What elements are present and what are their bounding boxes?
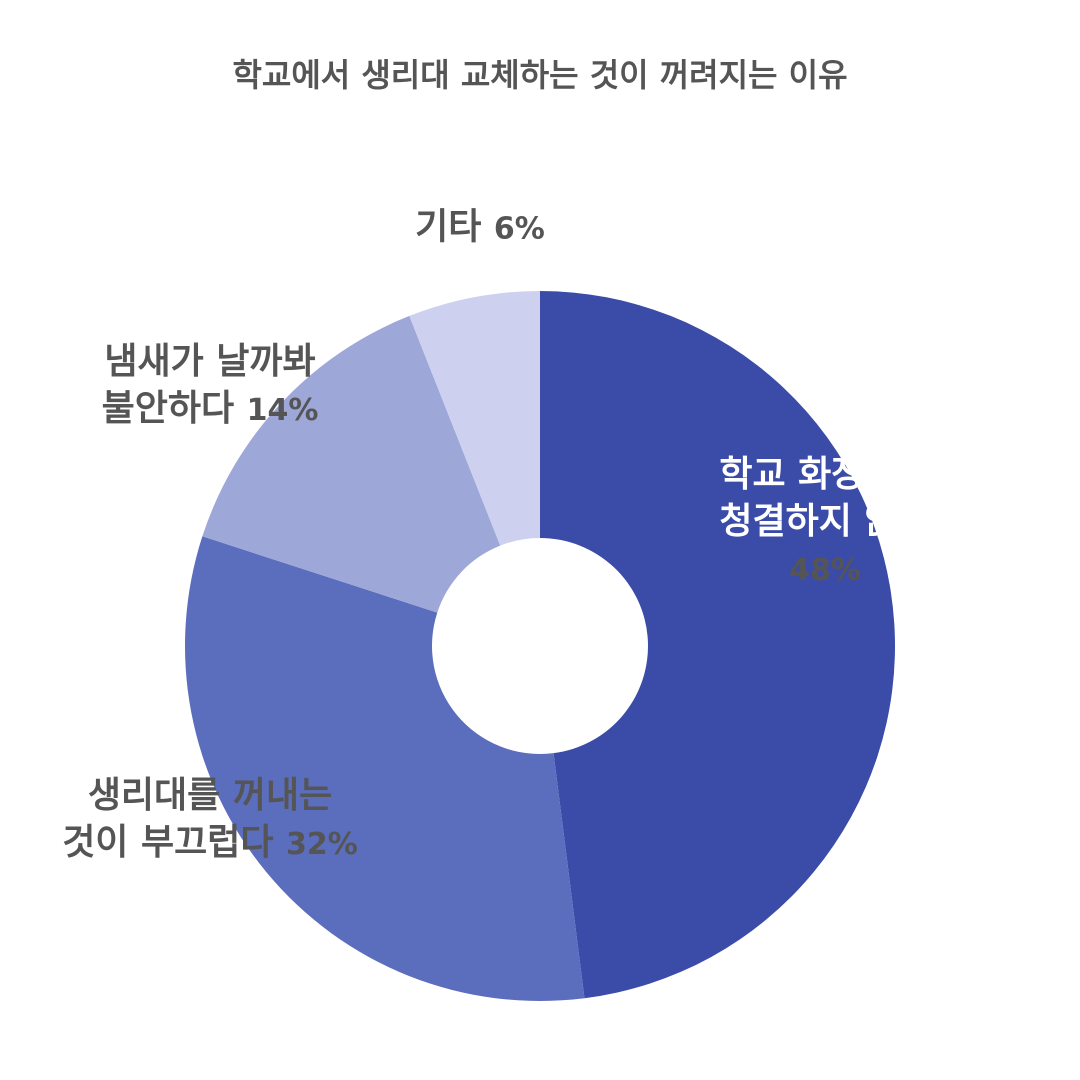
slice bbox=[184, 536, 585, 1002]
chart-title: 학교에서 생리대 교체하는 것이 꺼려지는 이유 bbox=[232, 56, 848, 94]
slice-label: 학교 화장실이 청결하지 않다 48% bbox=[698, 452, 953, 592]
category-label: 기타 bbox=[415, 206, 482, 248]
value-label: 48% bbox=[789, 552, 861, 588]
value-label: 6% bbox=[493, 211, 545, 247]
value-label: 14% bbox=[246, 393, 319, 428]
slice-label: 냄새가 날까봐 불안하다 14% bbox=[102, 339, 319, 433]
category-label: 생리대를 꺼내는 것이 부끄럽다 bbox=[62, 775, 333, 863]
category-label: 학교 화장실이 청결하지 않다 bbox=[719, 453, 931, 542]
slice bbox=[202, 315, 501, 613]
value-label: 32% bbox=[286, 827, 358, 862]
category-label: 냄새가 날까봐 불안하다 bbox=[101, 341, 316, 429]
slice-label: 기타 6% bbox=[415, 205, 545, 252]
slice bbox=[540, 291, 895, 999]
slice bbox=[409, 291, 540, 546]
slice-label: 생리대를 꺼내는 것이 부끄럽다 32% bbox=[62, 773, 358, 867]
